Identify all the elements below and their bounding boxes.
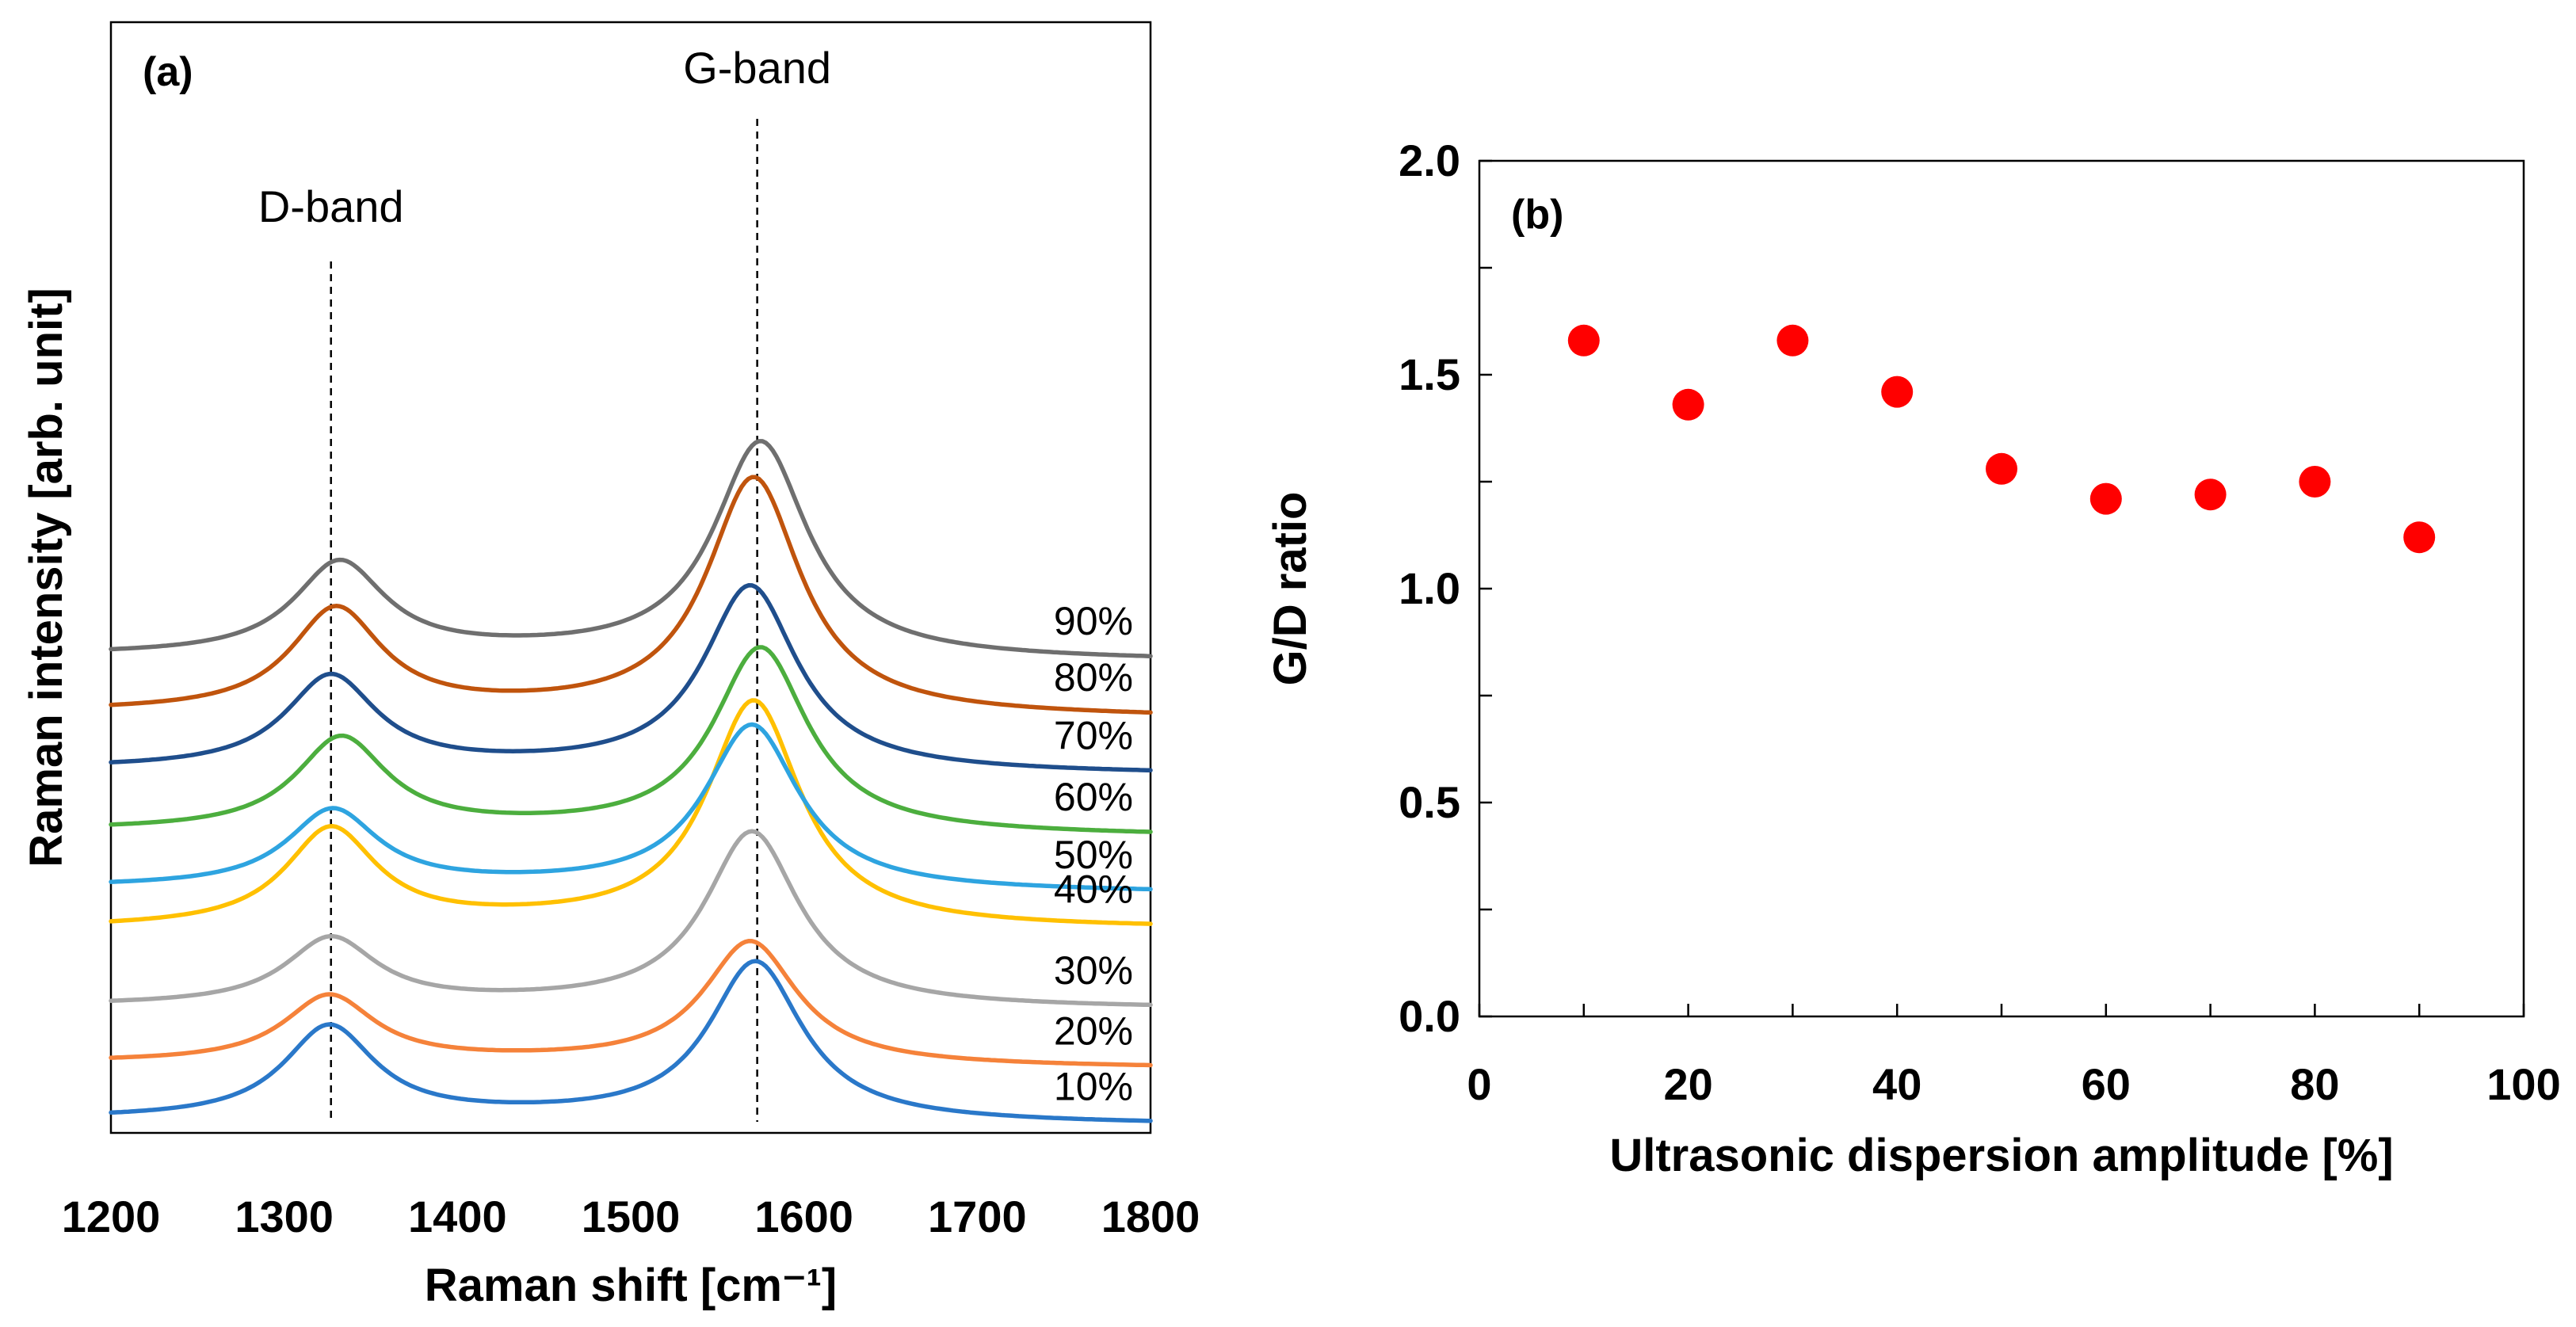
amplitude-label: 10% [1054, 1064, 1133, 1108]
amplitude-labels: 10% 20% 30% 40%50% 60% 70% 80% 90% [1054, 599, 1133, 1108]
amplitude-label: 20% [1054, 1009, 1133, 1054]
raman-spectrum-60pct [109, 645, 1153, 834]
amplitude-label: 70% [1054, 714, 1133, 758]
raman-spectrum-80pct [109, 475, 1153, 715]
raman-spectrum-50pct [109, 722, 1153, 892]
raman-spectrum-20pct [109, 939, 1153, 1068]
amplitude-label: 80% [1054, 655, 1133, 700]
panel-a-x-tick-label: 1500 [582, 1192, 681, 1241]
panel-b-y-ticks: 0.0 0.5 1.0 1.5 2.0 [1399, 135, 1492, 1041]
panel-b-x-tick-label: 60 [2082, 1059, 2131, 1109]
panel-b-x-tick-label: 100 [2486, 1059, 2560, 1109]
panel-b-label: (b) [1511, 192, 1563, 238]
gd-ratio-point [1567, 324, 1600, 357]
band-annotation: D-band [258, 181, 404, 231]
band-annotations: D-band G-band [258, 43, 831, 231]
raman-spectrum-30pct [109, 829, 1153, 1008]
panel-a-label: (a) [143, 49, 193, 95]
panel-b-x-tick-label: 0 [1467, 1059, 1491, 1109]
panel-a-x-tick-label: 1600 [754, 1192, 853, 1241]
amplitude-label: 30% [1054, 948, 1133, 993]
panel-b-y-axis-label: G/D ratio [1265, 492, 1316, 686]
panel-a-x-tick-label: 1800 [1101, 1192, 1200, 1241]
gd-ratio-point [2089, 482, 2122, 515]
panel-b-y-tick-label: 1.0 [1399, 563, 1460, 613]
panel-a-x-tick-label: 1300 [235, 1192, 334, 1241]
panel-a-plot-frame [109, 21, 1152, 1134]
gd-ratio-point [1776, 324, 1809, 357]
panel-a-x-tick-label: 1200 [62, 1192, 161, 1241]
panel-b-y-tick-label: 0.0 [1399, 991, 1460, 1041]
panel-b-x-ticks: 0 20 40 60 80 100 [1467, 1004, 2561, 1109]
band-guide-lines [330, 119, 758, 1122]
panel-b-x-axis-label: Ultrasonic dispersion amplitude [%] [1609, 1130, 2393, 1181]
raman-spectra-curves [109, 439, 1153, 1123]
gd-ratio-point [2299, 466, 2331, 498]
raman-spectrum-90pct [109, 439, 1153, 658]
panel-a-raman-spectra: (a) D-band G-band 10% 20% 30% 40%50% 60% 70% 80… [21, 21, 1200, 1311]
raman-spectrum-40pct [109, 698, 1153, 926]
panel-b-x-tick-label: 20 [1663, 1059, 1712, 1109]
gd-ratio-point [2403, 521, 2436, 554]
gd-ratio-points [1567, 324, 2436, 554]
panel-a-x-tick-labels: 1200 1300 1400 1500 1600 1700 1800 [62, 1192, 1200, 1241]
raman-spectrum-70pct [109, 583, 1153, 773]
panel-a-x-axis-label: Raman shift [cm⁻¹] [425, 1260, 837, 1311]
band-annotation: G-band [683, 43, 831, 93]
panel-b-y-tick-label: 1.5 [1399, 349, 1460, 399]
raman-spectrum-10pct [109, 959, 1153, 1123]
gd-ratio-point [1881, 376, 1914, 408]
panel-b-x-tick-label: 40 [1872, 1059, 1922, 1109]
amplitude-label: 90% [1054, 599, 1133, 643]
panel-b-gd-ratio: (b) 0.0 0.5 1.0 1.5 2.0 0 20 40 60 80 100 Ultraso… [1265, 135, 2561, 1181]
gd-ratio-point [2194, 479, 2227, 511]
amplitude-label: 40% [1054, 867, 1133, 911]
panel-b-y-tick-label: 2.0 [1399, 135, 1460, 185]
panel-b-y-tick-label: 0.5 [1399, 777, 1460, 827]
panel-b-x-tick-label: 80 [2290, 1059, 2339, 1109]
gd-ratio-point [1672, 388, 1704, 421]
panel-b-plot-frame [1478, 159, 2525, 1018]
amplitude-label: 60% [1054, 775, 1133, 819]
panel-a-y-axis-label: Raman intensity [arb. unit] [21, 288, 72, 868]
panel-a-x-tick-label: 1400 [408, 1192, 507, 1241]
panel-a-x-tick-label: 1700 [928, 1192, 1027, 1241]
gd-ratio-point [1986, 452, 2017, 485]
amplitude-label: 50% [1054, 833, 1133, 877]
